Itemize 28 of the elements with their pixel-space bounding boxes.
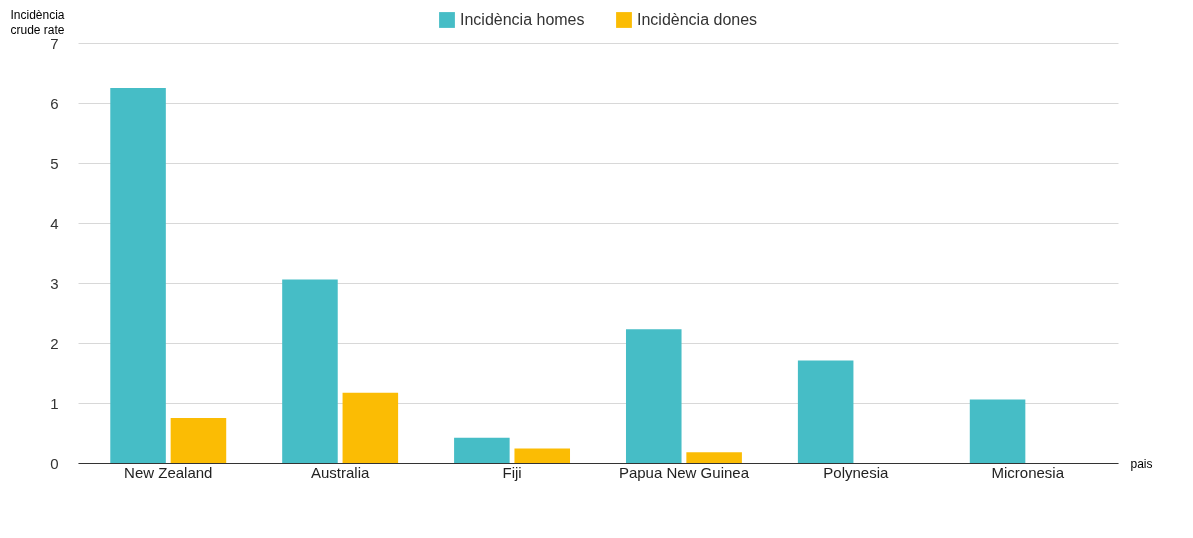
y-tick-label: 7 <box>50 34 59 52</box>
x-tick-label: Papua New Guinea <box>618 463 750 481</box>
y-tick-label: 2 <box>50 334 59 352</box>
y-tick-label: 3 <box>50 274 59 292</box>
bar <box>454 437 510 463</box>
bar <box>514 448 571 463</box>
legend-label: Incidència homes <box>460 11 585 28</box>
x-tick-label: Micronesia <box>991 463 1065 481</box>
y-axis-title: Incidència crude rate <box>10 7 65 37</box>
y-tick-label: 5 <box>50 154 59 172</box>
x-tick-label: New Zealand <box>124 463 213 481</box>
bar <box>797 360 854 463</box>
legend-label: Incidència dones <box>637 11 758 28</box>
bar <box>686 452 742 463</box>
x-tick-label: Fiji <box>502 463 522 481</box>
bar <box>170 418 227 463</box>
y-tick-label: 1 <box>50 394 59 412</box>
bar <box>282 279 338 463</box>
y-tick-label: 0 <box>50 454 59 472</box>
bar <box>342 392 399 463</box>
x-tick-label: Australia <box>310 463 370 481</box>
bar <box>969 399 1026 463</box>
bar <box>625 329 682 463</box>
bar <box>110 88 166 463</box>
x-axis-title: pais <box>1130 456 1153 471</box>
x-tick-label: Polynesia <box>823 463 890 481</box>
y-tick-label: 4 <box>50 214 59 232</box>
y-tick-label: 6 <box>50 94 59 112</box>
